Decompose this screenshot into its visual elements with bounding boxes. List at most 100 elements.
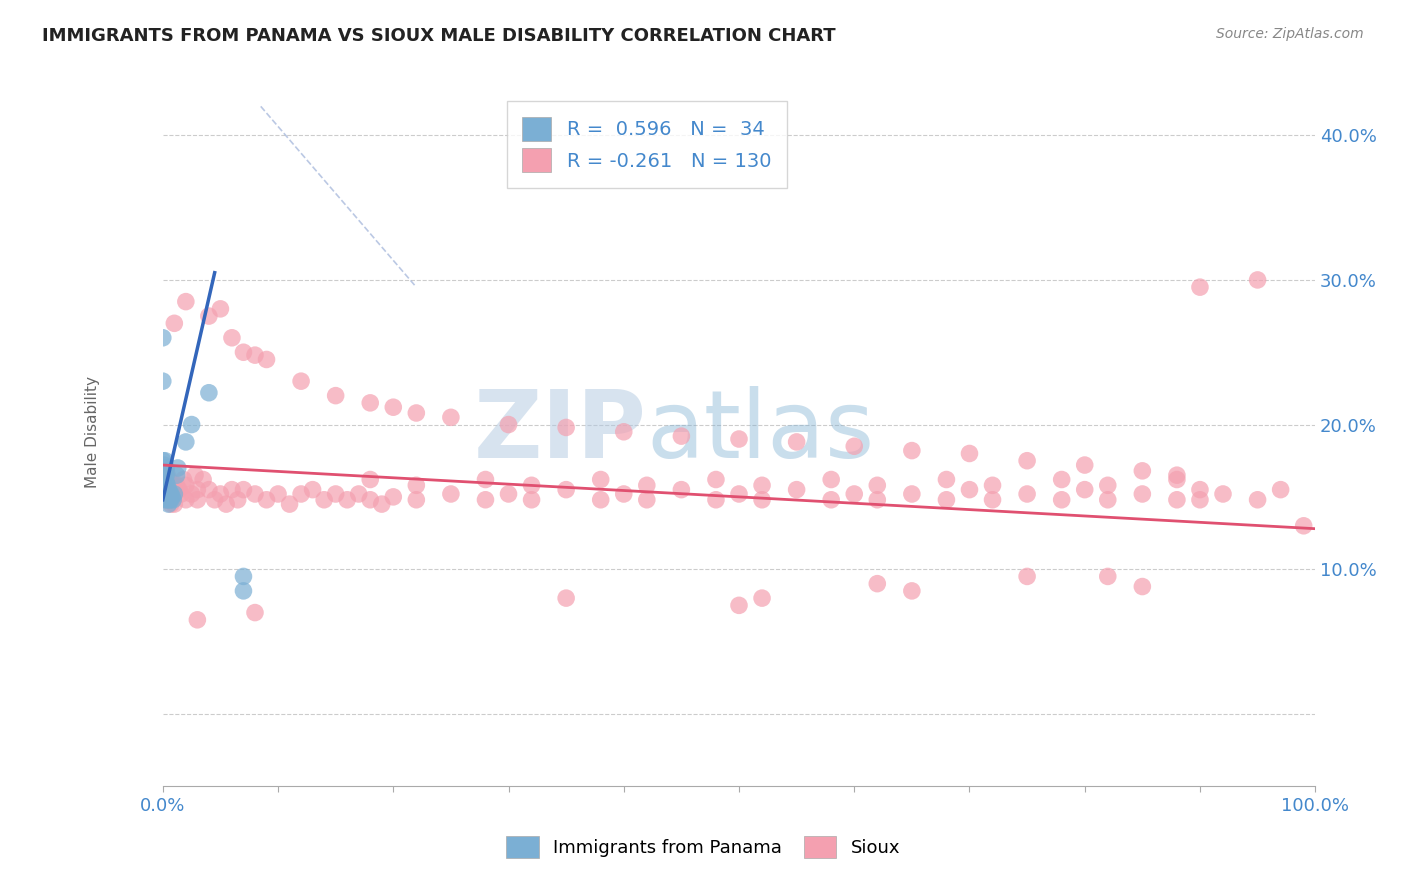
Point	[152, 473, 174, 487]
Point	[159, 478, 181, 492]
Point	[636, 492, 658, 507]
Point	[152, 483, 174, 497]
Point	[209, 487, 232, 501]
Point	[153, 473, 176, 487]
Point	[221, 331, 243, 345]
Point	[157, 497, 180, 511]
Point	[153, 464, 176, 478]
Point	[1017, 487, 1039, 501]
Point	[153, 468, 176, 483]
Point	[157, 483, 180, 497]
Point	[160, 497, 183, 511]
Point	[1050, 473, 1073, 487]
Point	[671, 483, 693, 497]
Point	[186, 492, 208, 507]
Legend: Immigrants from Panama, Sioux: Immigrants from Panama, Sioux	[499, 829, 907, 865]
Point	[613, 425, 636, 439]
Point	[156, 492, 179, 507]
Y-axis label: Male Disability: Male Disability	[86, 376, 100, 488]
Point	[232, 569, 254, 583]
Point	[1166, 492, 1188, 507]
Point	[359, 473, 381, 487]
Point	[160, 475, 183, 490]
Point	[153, 487, 176, 501]
Point	[152, 374, 174, 388]
Point	[232, 345, 254, 359]
Point	[153, 483, 176, 497]
Point	[704, 473, 727, 487]
Point	[901, 443, 924, 458]
Text: Source: ZipAtlas.com: Source: ZipAtlas.com	[1216, 27, 1364, 41]
Point	[198, 483, 221, 497]
Point	[159, 485, 181, 500]
Point	[901, 583, 924, 598]
Point	[155, 475, 177, 490]
Point	[153, 478, 176, 492]
Point	[844, 439, 866, 453]
Point	[221, 483, 243, 497]
Point	[153, 454, 176, 468]
Point	[520, 492, 543, 507]
Point	[728, 432, 751, 446]
Point	[820, 492, 842, 507]
Point	[440, 410, 463, 425]
Point	[325, 487, 347, 501]
Point	[1292, 518, 1315, 533]
Point	[256, 492, 278, 507]
Point	[1130, 464, 1153, 478]
Point	[728, 599, 751, 613]
Point	[155, 490, 177, 504]
Point	[278, 497, 301, 511]
Point	[290, 374, 312, 388]
Point	[555, 483, 578, 497]
Point	[186, 613, 208, 627]
Point	[440, 487, 463, 501]
Point	[155, 478, 177, 492]
Point	[1166, 468, 1188, 483]
Point	[1097, 492, 1119, 507]
Point	[555, 591, 578, 606]
Point	[786, 483, 808, 497]
Point	[935, 473, 957, 487]
Point	[166, 468, 188, 483]
Point	[267, 487, 290, 501]
Point	[1130, 487, 1153, 501]
Point	[820, 473, 842, 487]
Point	[166, 478, 188, 492]
Point	[160, 487, 183, 501]
Point	[243, 348, 266, 362]
Point	[474, 492, 496, 507]
Point	[155, 492, 177, 507]
Point	[589, 492, 612, 507]
Legend: R =  0.596   N =  34, R = -0.261   N = 130: R = 0.596 N = 34, R = -0.261 N = 130	[506, 102, 787, 187]
Point	[153, 458, 176, 472]
Point	[959, 483, 981, 497]
Point	[166, 461, 188, 475]
Point	[347, 487, 370, 501]
Point	[1073, 458, 1095, 472]
Point	[866, 478, 889, 492]
Point	[174, 434, 197, 449]
Point	[359, 492, 381, 507]
Point	[1050, 492, 1073, 507]
Point	[866, 576, 889, 591]
Point	[1212, 487, 1234, 501]
Point	[153, 461, 176, 475]
Point	[359, 396, 381, 410]
Point	[1073, 483, 1095, 497]
Point	[198, 309, 221, 323]
Point	[155, 464, 177, 478]
Point	[180, 487, 202, 501]
Point	[152, 331, 174, 345]
Point	[160, 490, 183, 504]
Point	[498, 417, 520, 432]
Point	[243, 606, 266, 620]
Point	[382, 401, 405, 415]
Point	[751, 591, 773, 606]
Point	[1097, 569, 1119, 583]
Point	[1188, 492, 1211, 507]
Point	[152, 490, 174, 504]
Point	[159, 492, 181, 507]
Point	[405, 406, 427, 420]
Point	[191, 473, 214, 487]
